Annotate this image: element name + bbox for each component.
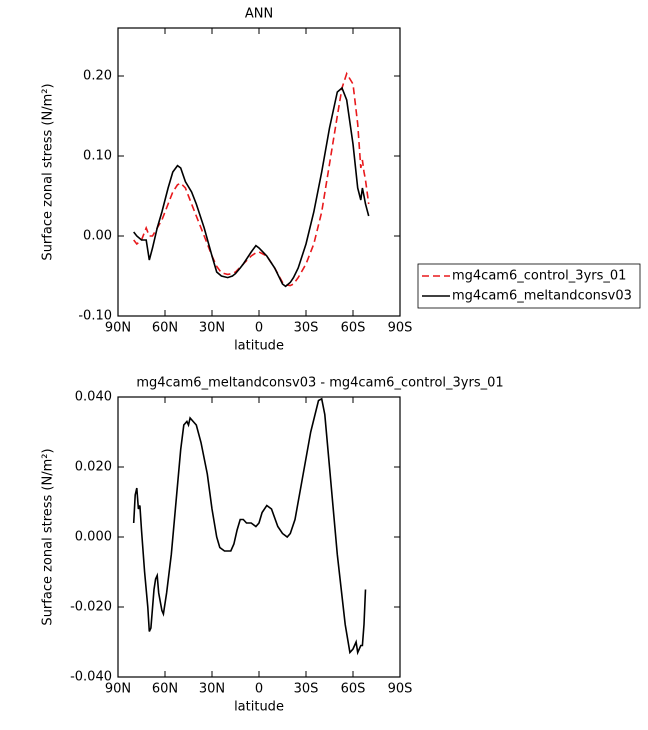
x-tick-label: 60N xyxy=(152,321,178,336)
x-tick-label: 60S xyxy=(341,321,366,336)
y-tick-label: 0.000 xyxy=(75,530,112,545)
x-axis-label: latitude xyxy=(234,339,284,354)
x-tick-label: 60N xyxy=(152,682,178,697)
x-tick-label: 60S xyxy=(341,682,366,697)
y-axis-label: Surface zonal stress (N/m²) xyxy=(41,448,56,625)
y-tick-label: -0.020 xyxy=(70,600,112,615)
plot-frame xyxy=(117,396,401,678)
y-tick-label: 0.10 xyxy=(83,149,112,164)
y-axis-label: Surface zonal stress (N/m²) xyxy=(41,83,56,260)
x-tick-label: 30N xyxy=(199,321,225,336)
y-tick-label: -0.10 xyxy=(78,309,112,324)
x-axis-label: latitude xyxy=(234,700,284,715)
y-tick-label: 0.00 xyxy=(83,229,112,244)
x-tick-label: 0 xyxy=(255,682,263,697)
legend-box xyxy=(417,263,641,309)
x-tick-label: 30S xyxy=(294,321,319,336)
x-tick-label: 90S xyxy=(388,682,413,697)
y-tick-label: -0.040 xyxy=(70,670,112,685)
x-tick-label: 90N xyxy=(105,682,131,697)
data-line xyxy=(133,71,370,287)
legend-label: mg4cam6_meltandconsv03 xyxy=(452,289,632,304)
x-tick-label: 30N xyxy=(199,682,225,697)
x-tick-label: 0 xyxy=(255,321,263,336)
plot-frame xyxy=(117,27,401,317)
chart-title: ANN xyxy=(245,7,273,22)
y-tick-label: 0.040 xyxy=(75,390,112,405)
data-line xyxy=(132,397,367,656)
x-tick-label: 90S xyxy=(388,321,413,336)
x-tick-label: 90N xyxy=(105,321,131,336)
data-line xyxy=(133,86,370,288)
legend-label: mg4cam6_control_3yrs_01 xyxy=(452,269,626,284)
chart-title: mg4cam6_meltandconsv03 - mg4cam6_control… xyxy=(136,376,503,391)
y-tick-label: 0.20 xyxy=(83,69,112,84)
x-tick-label: 30S xyxy=(294,682,319,697)
y-tick-label: 0.020 xyxy=(75,460,112,475)
